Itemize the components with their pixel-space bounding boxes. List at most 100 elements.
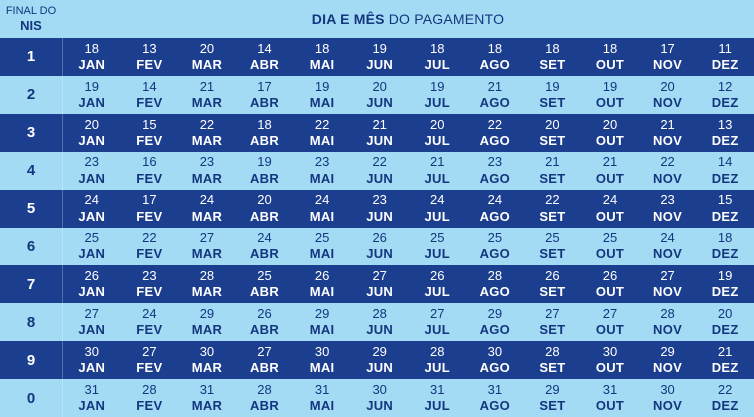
payment-month: JAN xyxy=(78,170,106,186)
payment-day: 21 xyxy=(430,154,445,170)
payment-day: 18 xyxy=(602,40,618,56)
payment-month: AGO xyxy=(479,398,511,414)
payment-day: 30 xyxy=(660,381,675,397)
payment-cell: 13 FEV xyxy=(121,38,179,76)
payment-cell: 30 MAR xyxy=(178,341,236,379)
payment-month: AGO xyxy=(479,170,511,186)
payment-cell: 31 AGO xyxy=(466,379,524,417)
payment-cell: 28 MAR xyxy=(178,265,236,303)
payment-month: JUN xyxy=(366,360,394,376)
payment-cell: 27 FEV xyxy=(121,341,179,379)
payment-cell: 29 JUN xyxy=(351,341,409,379)
nis-digit: 7 xyxy=(0,265,63,304)
payment-day: 11 xyxy=(718,40,732,56)
payment-day: 20 xyxy=(372,78,387,94)
payment-month: AGO xyxy=(479,94,511,110)
payment-month: MAI xyxy=(309,56,335,72)
payment-cell: 30 MAI xyxy=(293,341,351,379)
payment-cell: 14 ABR xyxy=(236,38,294,76)
payment-day: 29 xyxy=(660,343,675,359)
payment-cell: 14 DEZ xyxy=(696,152,754,190)
payment-month: ABR xyxy=(249,322,280,338)
payment-day: 22 xyxy=(372,154,387,170)
payment-month: MAR xyxy=(191,246,223,262)
payment-cell: 25 AGO xyxy=(466,228,524,266)
payment-day: 28 xyxy=(257,381,272,397)
payment-day: 28 xyxy=(199,268,215,284)
payment-day: 17 xyxy=(660,40,675,56)
payment-cell: 26 SET xyxy=(524,265,582,303)
payment-month: DEZ xyxy=(711,246,739,262)
payment-day: 27 xyxy=(199,230,215,246)
payment-month: SET xyxy=(539,360,566,376)
payment-month: AGO xyxy=(479,360,511,376)
payment-day: 13 xyxy=(717,116,733,132)
payment-day: 27 xyxy=(142,343,157,359)
payment-cell: 31 JUL xyxy=(408,379,466,417)
payment-cell: 22 DEZ xyxy=(696,379,754,417)
payment-day: 24 xyxy=(660,230,675,246)
payment-cell: 24 FEV xyxy=(121,303,179,341)
payment-cell: 24 AGO xyxy=(466,190,524,228)
payment-month: SET xyxy=(539,398,566,414)
payment-cell: 20 JUL xyxy=(408,114,466,152)
payment-month: MAI xyxy=(309,284,335,300)
payment-cell: 23 NOV xyxy=(639,190,697,228)
payment-day: 19 xyxy=(372,40,387,56)
payment-month: SET xyxy=(539,170,566,186)
payment-day: 15 xyxy=(717,192,733,208)
payment-cell: 14 FEV xyxy=(121,76,179,114)
payment-month: MAI xyxy=(309,398,335,414)
payment-day: 30 xyxy=(84,343,100,359)
payment-month: ABR xyxy=(249,94,280,110)
payment-day: 28 xyxy=(142,381,157,397)
payment-month: DEZ xyxy=(711,94,739,110)
payment-day: 25 xyxy=(602,230,618,246)
payment-cell: 18 AGO xyxy=(466,38,524,76)
payment-cell: 28 AGO xyxy=(466,265,524,303)
payment-month: MAI xyxy=(309,360,335,376)
payment-month: MAR xyxy=(191,360,223,376)
table-row: 4 23 JAN 16 FEV 23 MAR 19 ABR 23 MAI 22 JUN 21 JUL 23 AG… xyxy=(0,151,754,190)
payment-month: JUN xyxy=(366,398,394,414)
payment-day: 18 xyxy=(487,40,503,56)
payment-day: 31 xyxy=(487,381,503,397)
payment-day: 18 xyxy=(314,40,330,56)
payment-day: 24 xyxy=(487,192,503,208)
payment-day: 22 xyxy=(545,192,560,208)
payment-day: 23 xyxy=(84,154,100,170)
payment-month: MAR xyxy=(191,170,223,186)
payment-day: 22 xyxy=(314,116,330,132)
payment-month: MAR xyxy=(191,322,223,338)
payment-cell: 31 MAI xyxy=(293,379,351,417)
payment-cell: 17 NOV xyxy=(639,38,697,76)
payment-month: NOV xyxy=(653,398,683,414)
payment-cell: 20 NOV xyxy=(639,76,697,114)
payment-month: JUN xyxy=(366,322,394,338)
payment-day: 24 xyxy=(199,192,215,208)
table-row: 8 27 JAN 24 FEV 29 MAR 26 ABR 29 MAI 28 JUN 27 JUL 29 AG… xyxy=(0,303,754,342)
payment-cell: 18 JUL xyxy=(408,38,466,76)
payment-cell: 20 JAN xyxy=(63,114,121,152)
payment-day: 17 xyxy=(257,78,272,94)
payment-month: JUN xyxy=(366,170,394,186)
payment-day: 29 xyxy=(545,381,560,397)
payment-day: 19 xyxy=(717,268,733,284)
payment-day: 20 xyxy=(717,306,733,322)
payment-day: 26 xyxy=(257,306,272,322)
payment-cell: 20 ABR xyxy=(236,190,294,228)
payment-month: ABR xyxy=(249,398,280,414)
payment-month: ABR xyxy=(249,208,280,224)
payment-day: 20 xyxy=(660,78,675,94)
payment-cell: 26 OUT xyxy=(581,265,639,303)
payment-day: 24 xyxy=(142,306,157,322)
payment-month: MAR xyxy=(191,284,223,300)
payment-day: 27 xyxy=(257,343,272,359)
payment-cell: 21 NOV xyxy=(639,114,697,152)
payment-month: OUT xyxy=(595,170,625,186)
payment-cell: 29 MAI xyxy=(293,303,351,341)
payment-month: JUL xyxy=(424,246,450,262)
payment-month: SET xyxy=(539,94,566,110)
payment-month: AGO xyxy=(479,56,511,72)
payment-month: DEZ xyxy=(711,170,739,186)
